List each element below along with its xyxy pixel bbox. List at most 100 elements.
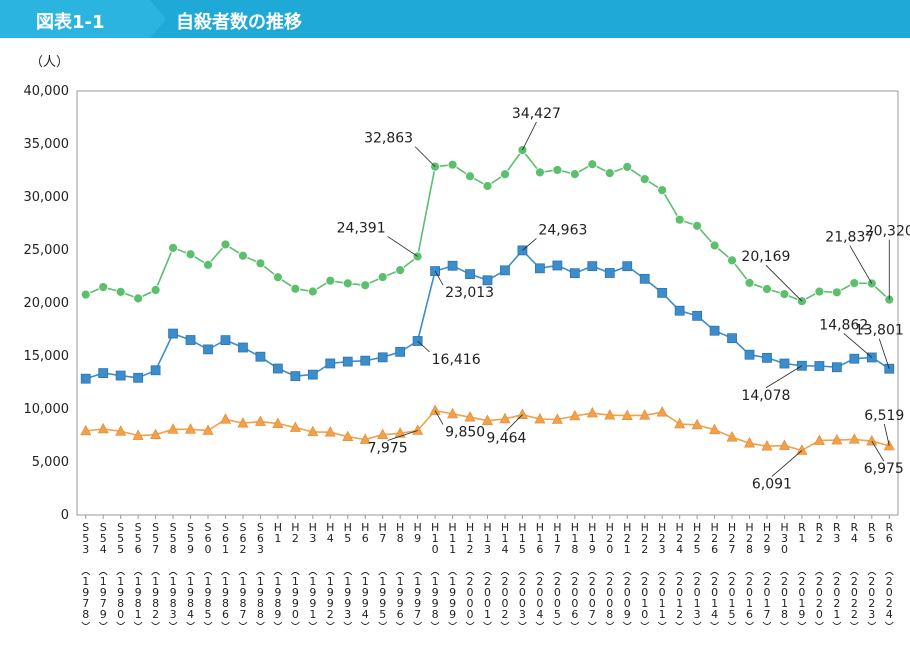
x-tick-year-char: 2: [659, 575, 666, 588]
x-tick-paren-close: [221, 621, 230, 625]
x-tick-era-char: 8: [746, 543, 753, 556]
x-tick-paren-open: [727, 572, 737, 576]
x-tick-year-char: 0: [589, 586, 596, 599]
data-point: [447, 407, 459, 419]
x-tick-year-char: 0: [292, 608, 299, 621]
x-tick-paren-close: [325, 621, 335, 625]
x-tick-year-char: 2: [851, 597, 858, 610]
x-tick-year-char: 0: [676, 586, 683, 599]
x-tick-era-char: H: [431, 521, 439, 534]
x-tick-paren-open: [797, 572, 807, 576]
y-axis-label: （人）: [30, 55, 69, 70]
data-point: [115, 286, 126, 297]
x-tick-year-char: 8: [781, 608, 788, 621]
x-tick-year-char: 3: [694, 608, 701, 621]
x-tick-era-char: 5: [152, 532, 159, 545]
x-tick-year-char: 9: [274, 586, 281, 599]
x-tick-year-char: 7: [239, 608, 246, 621]
x-tick-year-char: 0: [816, 608, 823, 621]
data-point: [464, 411, 476, 422]
y-tick-label: 25,000: [24, 243, 70, 258]
data-point: [465, 171, 475, 182]
x-tick-year-char: 0: [467, 586, 474, 599]
x-tick-year-char: 0: [816, 586, 823, 599]
x-tick-era-char: 7: [554, 543, 561, 556]
x-tick-era-char: S: [257, 521, 264, 534]
data-point: [342, 356, 353, 367]
data-point: [831, 433, 843, 445]
x-tick-paren-open: [290, 572, 300, 576]
annotation-leader: [434, 270, 444, 286]
x-tick-year-char: 1: [659, 608, 666, 621]
x-tick-era-char: H: [361, 521, 369, 534]
annotation-label: 9,464: [486, 431, 526, 447]
x-tick-era-char: 6: [711, 543, 718, 556]
x-tick-era-char: H: [728, 521, 736, 534]
x-tick-year-char: 0: [624, 586, 631, 599]
x-tick-era-char: 9: [187, 543, 194, 556]
x-tick-paren-open: [221, 572, 230, 576]
data-point: [272, 363, 283, 374]
data-point: [657, 287, 668, 298]
x-tick-paren-close: [727, 621, 737, 625]
data-point: [255, 351, 266, 362]
figure-title: 自殺者数の推移: [176, 12, 302, 33]
data-point: [709, 240, 720, 251]
x-tick-year-char: 1: [292, 575, 299, 588]
x-tick-year-char: 9: [82, 586, 89, 599]
x-tick-year-char: 0: [659, 586, 666, 599]
x-tick-paren-close: [867, 621, 877, 625]
data-point: [709, 423, 721, 435]
x-tick-year-char: 1: [659, 597, 666, 610]
x-tick-era-char: H: [396, 521, 404, 534]
data-point: [692, 310, 703, 321]
x-tick-era-char: H: [344, 521, 352, 534]
annotation-label: 20,320: [865, 224, 910, 240]
data-point: [115, 425, 127, 436]
x-tick-year-char: 0: [519, 586, 526, 599]
x-tick-era-char: 5: [82, 532, 89, 545]
x-tick-era-char: 0: [432, 543, 439, 556]
x-tick-paren-open: [518, 572, 527, 576]
x-tick-year-char: 2: [484, 575, 491, 588]
annotation-label: 13,801: [855, 323, 904, 339]
x-tick-paren-open: [587, 572, 597, 576]
data-point: [185, 335, 196, 345]
data-point: [325, 358, 336, 369]
x-tick-year-char: 4: [362, 608, 369, 621]
line-chart: （人） 0 5,000 10,000 15,000 20,000 25,000 30,000…: [24, 55, 910, 625]
x-tick-year-char: 9: [449, 597, 456, 610]
x-tick-paren-open: [570, 572, 580, 576]
x-tick-era-char: 2: [606, 532, 613, 545]
y-tick-label: 0: [61, 508, 69, 523]
x-tick-era-char: H: [606, 521, 614, 534]
data-point: [342, 278, 353, 289]
series-1: [80, 245, 895, 384]
x-tick-paren-open: [81, 572, 91, 576]
x-tick-year-char: 1: [362, 575, 369, 588]
y-tick-label: 5,000: [32, 455, 69, 470]
x-tick-era-char: S: [187, 521, 194, 534]
x-tick-paren-close: [81, 621, 91, 625]
x-tick-paren-open: [622, 572, 632, 576]
x-tick-era-char: 0: [781, 543, 788, 556]
data-point: [569, 169, 580, 180]
x-tick-year-char: 0: [606, 597, 613, 610]
data-point: [691, 418, 703, 430]
data-point: [762, 352, 772, 363]
x-tick-year-char: 0: [554, 597, 561, 610]
x-tick-paren-open: [780, 572, 789, 576]
data-point: [604, 268, 615, 278]
data-point: [220, 239, 231, 250]
data-point: [656, 406, 668, 417]
x-tick-era-char: H: [379, 521, 387, 534]
data-point: [97, 422, 109, 434]
x-tick-paren-open: [465, 572, 475, 576]
x-tick-paren-close: [587, 621, 597, 625]
x-tick-paren-open: [553, 572, 562, 576]
